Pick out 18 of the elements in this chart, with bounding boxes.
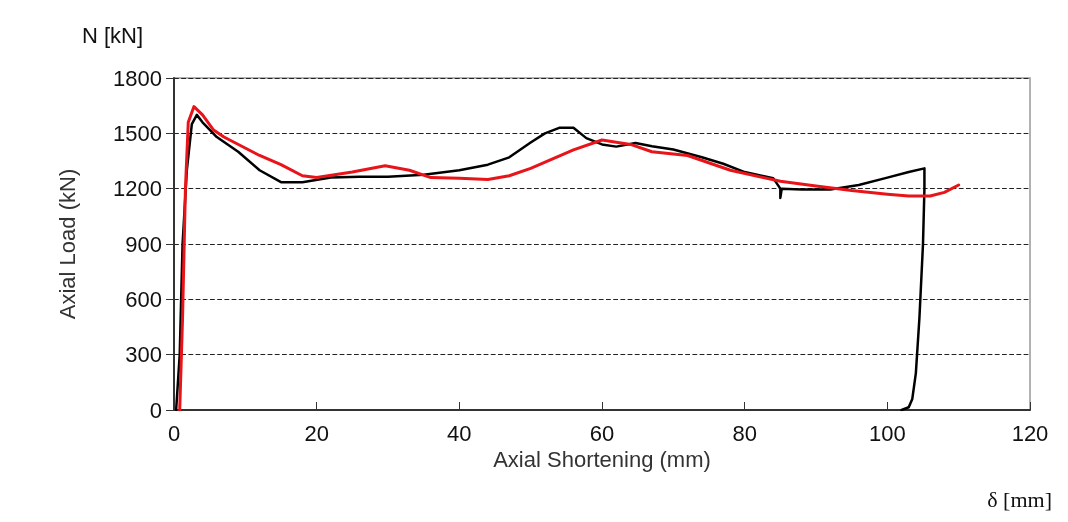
y-tick-label: 600 [125,286,162,312]
x-tick-label: 60 [589,420,615,446]
y-tick-label: 900 [125,231,162,257]
y-tick-label: 1500 [113,120,162,146]
x-tick-label: 20 [304,420,329,446]
x-tick-label: 100 [868,420,906,446]
x-axis-title: Axial Shortening (mm) [493,447,711,473]
x-tick-label: 0 [167,420,181,446]
y-tick-label: 1200 [113,176,162,202]
x-tick-label: 80 [732,420,757,446]
text: δ [mm] [987,486,1053,512]
x-tick-label: 120 [1011,420,1049,446]
y-axis-title: Axial Load (kN) [54,168,80,320]
x-tick-label: 40 [447,420,472,446]
y-tick-label: 0 [149,397,162,423]
y-tick-label: 1800 [113,65,162,91]
text: N [kN] [82,22,144,48]
y-tick-label: 300 [125,342,162,368]
